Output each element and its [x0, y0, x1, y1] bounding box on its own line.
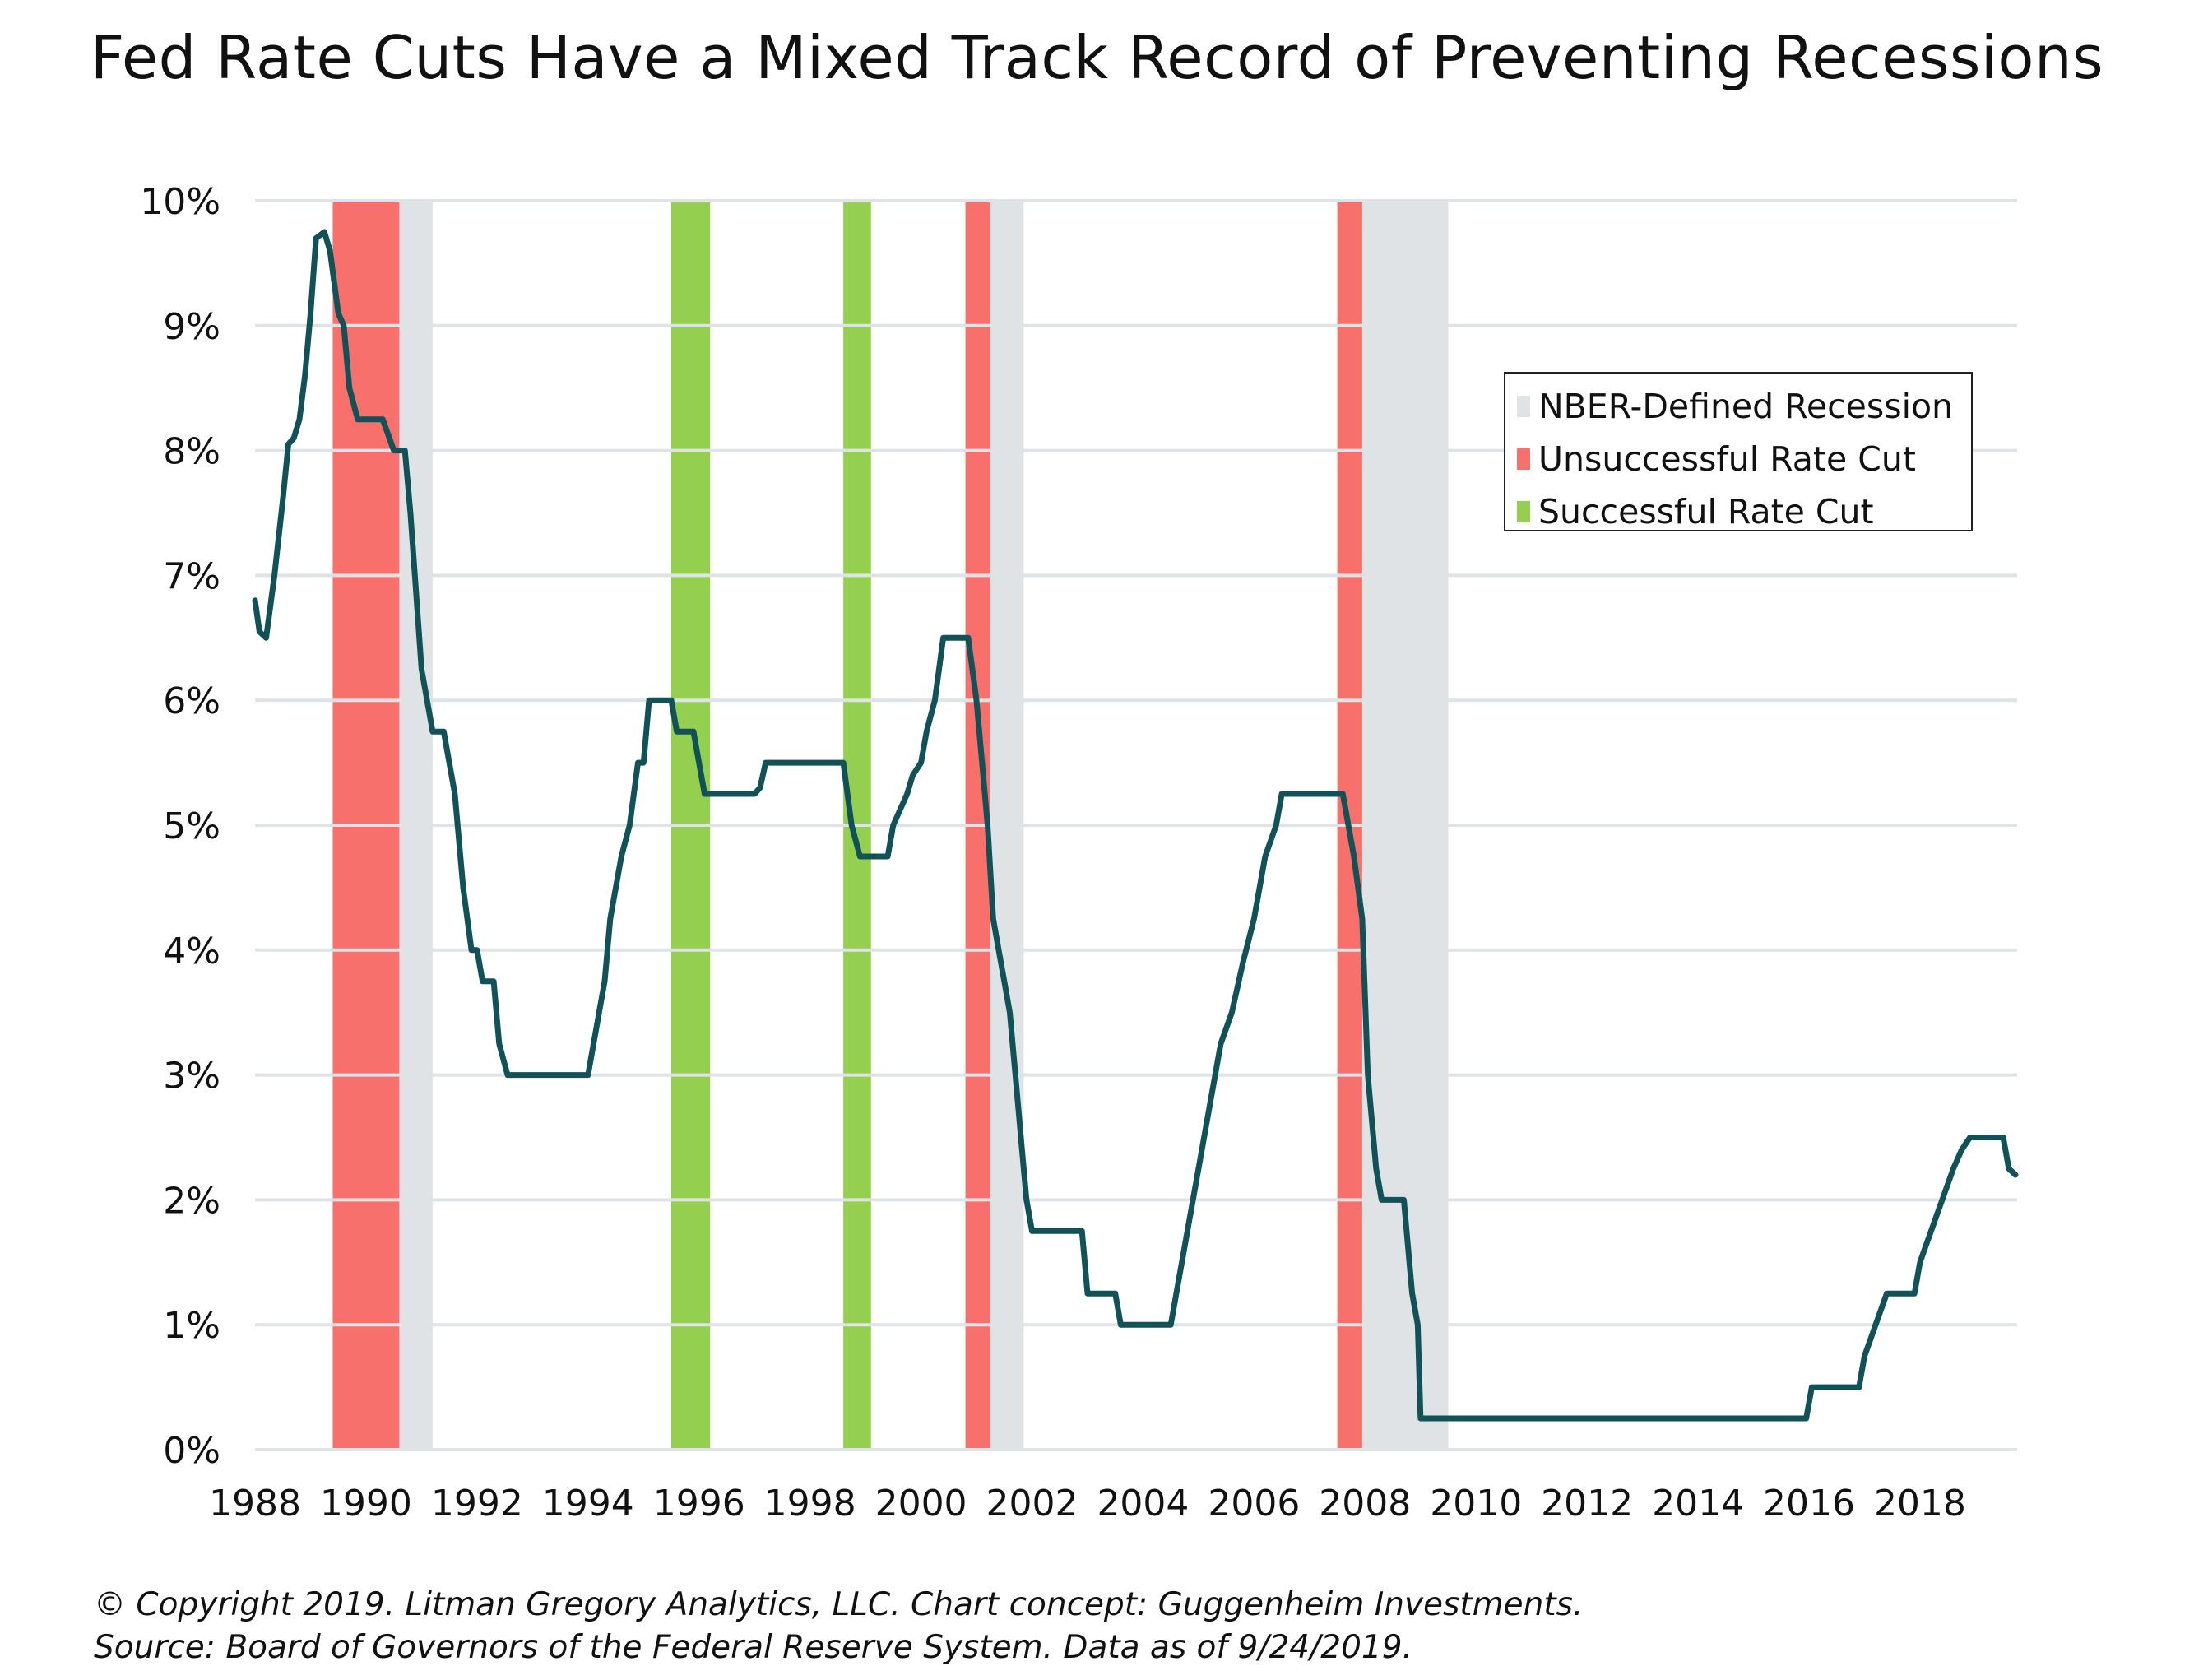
legend-swatch-successful: [1517, 501, 1530, 522]
chart-title: Fed Rate Cuts Have a Mixed Track Record …: [90, 23, 2104, 92]
x-tick-label: 2004: [1097, 1483, 1189, 1525]
legend-swatch-recession: [1517, 396, 1530, 417]
legend: NBER-Defined Recession Unsuccessful Rate…: [1504, 372, 1973, 531]
x-tick-label: 2010: [1430, 1483, 1522, 1525]
x-tick-label: 2016: [1763, 1483, 1855, 1525]
y-tick-label: 0%: [163, 1430, 220, 1472]
x-tick-label: 1996: [653, 1483, 745, 1525]
y-tick-label: 2%: [163, 1180, 220, 1222]
source-note: Source: Board of Governors of the Federa…: [94, 1629, 1412, 1666]
x-tick-label: 1994: [542, 1483, 634, 1525]
y-tick-label: 5%: [163, 805, 220, 847]
y-tick-label: 8%: [163, 431, 220, 473]
x-tick-label: 2002: [986, 1483, 1078, 1525]
y-tick-label: 6%: [163, 680, 220, 722]
y-tick-label: 3%: [163, 1056, 220, 1098]
y-tick-label: 10%: [140, 181, 220, 223]
x-tick-label: 2000: [875, 1483, 967, 1525]
x-tick-label: 2008: [1319, 1483, 1411, 1525]
legend-item-successful: Successful Rate Cut: [1505, 485, 1971, 538]
y-axis-ticks: 0% 1% 2% 3% 4% 5% 6% 7% 8% 9% 10%: [140, 181, 220, 1472]
legend-item-recession: NBER-Defined Recession: [1505, 380, 1971, 433]
fed-funds-rate-line: [252, 229, 2019, 1422]
x-tick-label: 1990: [320, 1483, 412, 1525]
x-tick-label: 1992: [431, 1483, 523, 1525]
legend-item-unsuccessful: Unsuccessful Rate Cut: [1505, 433, 1971, 485]
y-tick-label: 9%: [163, 306, 220, 348]
y-tick-label: 1%: [163, 1305, 220, 1347]
legend-label-successful: Successful Rate Cut: [1538, 492, 1874, 531]
footer-notes: © Copyright 2019. Litman Gregory Analyti…: [94, 1584, 1583, 1669]
legend-swatch-unsuccessful: [1517, 448, 1530, 470]
x-axis-ticks: 1988 1990 1992 1994 1996 1998 2000 2002 2004 2006…: [209, 1483, 1966, 1525]
x-tick-label: 2014: [1652, 1483, 1744, 1525]
x-tick-label: 2012: [1541, 1483, 1633, 1525]
y-tick-label: 7%: [163, 555, 220, 597]
x-tick-label: 1998: [764, 1483, 856, 1525]
x-tick-label: 1988: [209, 1483, 301, 1525]
y-tick-label: 4%: [163, 930, 220, 972]
legend-label-recession: NBER-Defined Recession: [1538, 387, 1954, 426]
copyright-note: © Copyright 2019. Litman Gregory Analyti…: [94, 1586, 1584, 1623]
x-tick-label: 2006: [1208, 1483, 1300, 1525]
x-tick-label: 2018: [1874, 1483, 1966, 1525]
legend-label-unsuccessful: Unsuccessful Rate Cut: [1538, 439, 1916, 479]
